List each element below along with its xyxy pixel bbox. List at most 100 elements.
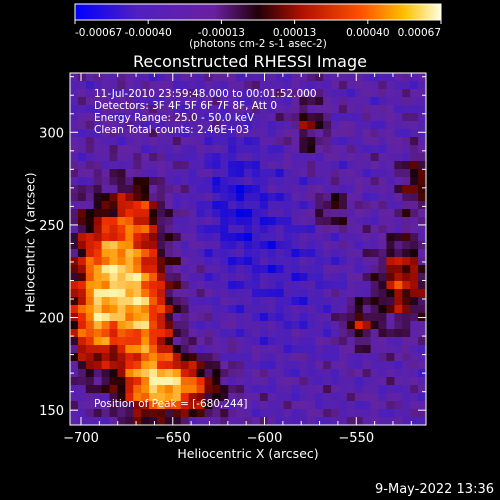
heatmap-cell: [164, 97, 174, 106]
heatmap-cell: [101, 233, 111, 242]
heatmap-cell: [149, 329, 158, 338]
heatmap-cell: [331, 105, 340, 114]
heatmap-cell: [172, 329, 182, 338]
heatmap-cell: [236, 273, 245, 282]
heatmap-cell: [164, 209, 174, 218]
heatmap-cell: [109, 177, 119, 186]
heatmap-cell: [354, 353, 364, 362]
heatmap-cell: [402, 265, 411, 274]
heatmap-cell: [188, 145, 198, 154]
heatmap-cell: [188, 217, 198, 226]
heatmap-cell: [402, 185, 411, 194]
heatmap-cell: [236, 201, 245, 210]
heatmap-cell: [93, 289, 103, 298]
heatmap-cell: [251, 89, 261, 98]
heatmap-cell: [418, 177, 426, 186]
heatmap-cell: [164, 105, 174, 114]
heatmap-cell: [70, 297, 79, 306]
heatmap-cell: [299, 193, 308, 202]
heatmap-cell: [244, 137, 253, 146]
heatmap-cell: [354, 89, 364, 98]
heatmap-cell: [346, 321, 356, 330]
heatmap-cell: [394, 337, 403, 346]
heatmap-cell: [180, 177, 190, 186]
heatmap-cell: [236, 121, 245, 130]
heatmap-cell: [251, 105, 261, 114]
heatmap-cell: [370, 201, 380, 210]
heatmap-cell: [85, 113, 95, 122]
heatmap-cell: [109, 137, 119, 146]
heatmap-cell: [386, 257, 395, 266]
heatmap-cell: [307, 185, 316, 194]
heatmap-cell: [188, 393, 198, 402]
colorbar-tick-label: 0.00040: [346, 27, 389, 39]
heatmap-cell: [180, 289, 190, 298]
heatmap-cell: [275, 345, 285, 354]
heatmap-cell: [109, 377, 119, 386]
heatmap-cell: [157, 377, 166, 386]
heatmap-cell: [267, 145, 277, 154]
heatmap-cell: [338, 297, 348, 306]
heatmap-cell: [362, 177, 372, 186]
heatmap-cell: [323, 393, 332, 402]
heatmap-cell: [212, 185, 221, 194]
heatmap-cell: [164, 401, 174, 410]
heatmap-cell: [283, 161, 293, 170]
heatmap-cell: [283, 225, 293, 234]
heatmap-cell: [251, 81, 261, 90]
heatmap-cell: [133, 81, 142, 90]
heatmap-cell: [93, 73, 103, 82]
heatmap-cell: [149, 361, 158, 370]
heatmap-cell: [331, 153, 340, 162]
heatmap-cell: [362, 329, 372, 338]
heatmap-cell: [180, 193, 190, 202]
heatmap-cell: [354, 273, 364, 282]
heatmap-cell: [109, 249, 119, 258]
heatmap-cell: [117, 81, 126, 90]
heatmap-cell: [125, 121, 134, 130]
heatmap-cell: [236, 177, 245, 186]
heatmap-cell: [109, 153, 119, 162]
heatmap-cell: [378, 369, 388, 378]
heatmap-cell: [109, 217, 119, 226]
heatmap-cell: [331, 297, 340, 306]
heatmap-cell: [70, 337, 79, 346]
heatmap-cell: [410, 329, 419, 338]
heatmap-cell: [70, 97, 79, 106]
heatmap-cell: [204, 161, 213, 170]
heatmap-cell: [220, 409, 229, 418]
heatmap-cell: [228, 201, 237, 210]
heatmap-cell: [204, 121, 213, 130]
heatmap-cell: [180, 97, 190, 106]
heatmap-cell: [275, 241, 285, 250]
heatmap-cell: [164, 217, 174, 226]
heatmap-cell: [307, 97, 316, 106]
heatmap-cell: [204, 297, 213, 306]
heatmap-cell: [212, 409, 221, 418]
heatmap-cell: [141, 217, 150, 226]
heatmap-cell: [402, 409, 411, 418]
heatmap-cell: [212, 97, 221, 106]
heatmap-cell: [362, 369, 372, 378]
heatmap-cell: [291, 281, 301, 290]
heatmap-cell: [386, 81, 395, 90]
heatmap-cell: [275, 185, 285, 194]
heatmap-cell: [172, 289, 182, 298]
heatmap-cell: [117, 89, 126, 98]
heatmap-cell: [157, 145, 166, 154]
heatmap-cell: [228, 169, 237, 178]
heatmap-cell: [259, 393, 269, 402]
heatmap-cell: [212, 337, 221, 346]
heatmap-cell: [180, 257, 190, 266]
heatmap-cell: [109, 89, 119, 98]
heatmap-cell: [157, 401, 166, 410]
heatmap-cell: [188, 153, 198, 162]
heatmap-cell: [85, 201, 95, 210]
heatmap-cell: [157, 273, 166, 282]
heatmap-cell: [346, 105, 356, 114]
heatmap-cell: [85, 337, 95, 346]
heatmap-cell: [378, 329, 388, 338]
heatmap-cell: [394, 161, 403, 170]
heatmap-cell: [307, 401, 316, 410]
heatmap-cell: [149, 313, 158, 322]
